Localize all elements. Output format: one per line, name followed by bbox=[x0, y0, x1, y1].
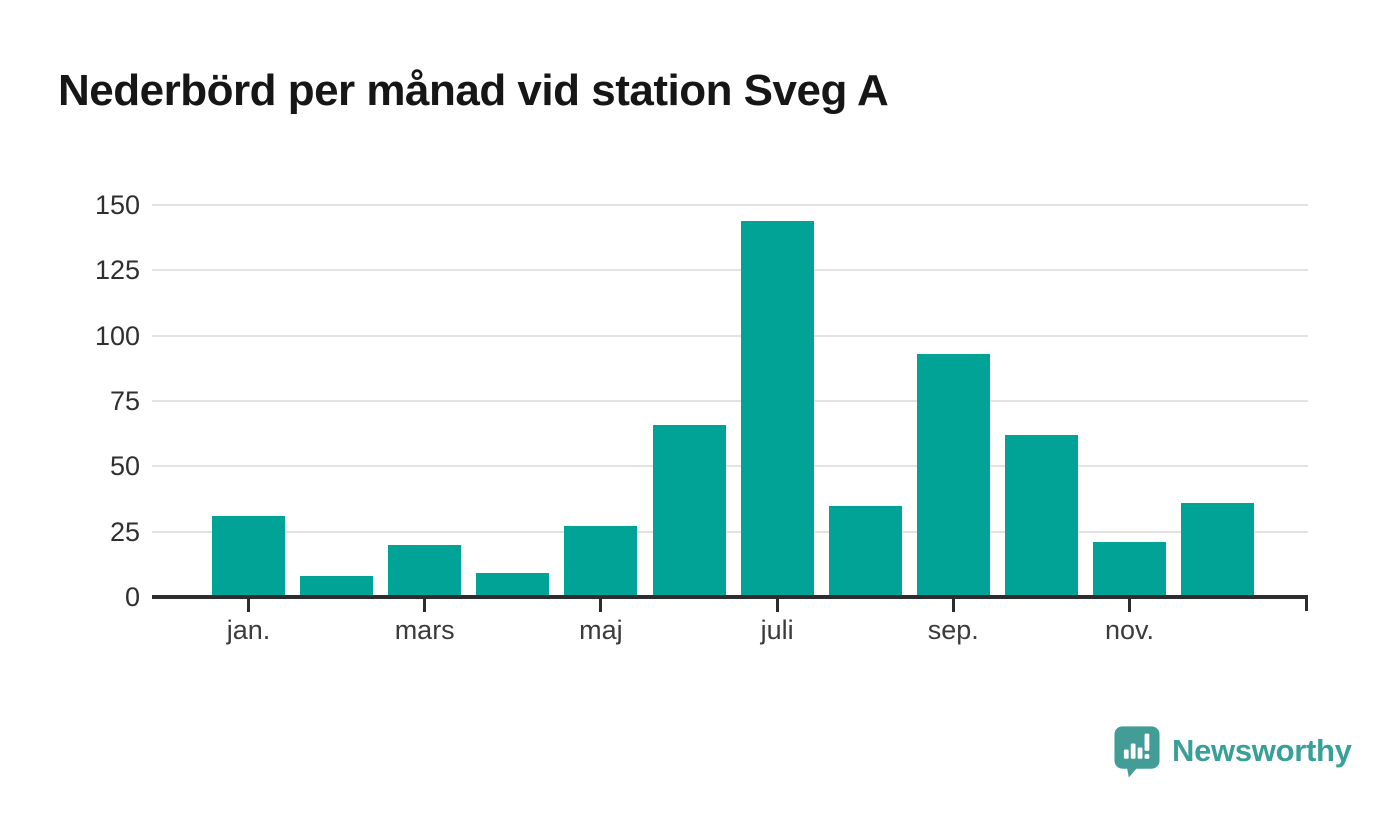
bar-mars bbox=[388, 544, 462, 597]
x-axis-tick-label: mars bbox=[394, 615, 455, 645]
bar-juli bbox=[740, 220, 814, 597]
gridline-125 bbox=[152, 269, 1308, 272]
gridline-150 bbox=[152, 204, 1308, 206]
y-axis-tick-label: 25 bbox=[109, 516, 140, 547]
bar-apr bbox=[476, 573, 550, 597]
bar-feb bbox=[300, 576, 374, 597]
x-axis-tick bbox=[951, 599, 955, 612]
y-axis-tick-label: 150 bbox=[94, 190, 140, 220]
bar-okt bbox=[1004, 434, 1078, 597]
newsworthy-logo-icon bbox=[1114, 725, 1160, 777]
gridline-50 bbox=[152, 465, 1308, 468]
gridline-25 bbox=[152, 530, 1308, 533]
bar-sep bbox=[916, 353, 990, 597]
newsworthy-logo-text: Newsworthy bbox=[1172, 733, 1352, 768]
bar-maj bbox=[564, 526, 638, 597]
x-axis-end-tick bbox=[1305, 595, 1308, 611]
x-axis-tick-label: juli bbox=[760, 615, 794, 645]
y-axis-tick-label: 125 bbox=[94, 255, 140, 286]
y-axis-tick-label: 100 bbox=[94, 320, 140, 351]
gridline-100 bbox=[152, 334, 1308, 337]
y-axis-tick-label: 0 bbox=[124, 582, 140, 612]
y-axis-tick-label: 50 bbox=[109, 451, 140, 482]
bar-dec bbox=[1181, 502, 1255, 597]
gridline-75 bbox=[152, 400, 1308, 402]
x-axis-tick-label: nov. bbox=[1104, 615, 1155, 645]
x-axis-tick-label: maj bbox=[579, 615, 623, 645]
bar-jan bbox=[212, 515, 285, 597]
x-axis-line bbox=[152, 595, 1308, 599]
chart-title: Nederbörd per månad vid station Sveg A bbox=[58, 66, 889, 115]
y-axis-tick-label: 75 bbox=[109, 386, 140, 416]
x-axis-tick bbox=[1128, 599, 1131, 612]
x-axis-tick bbox=[775, 599, 779, 612]
x-axis-tick-label: sep. bbox=[927, 615, 979, 645]
x-axis-tick bbox=[247, 599, 250, 612]
bar-nov bbox=[1093, 542, 1166, 597]
x-axis-tick-label: jan. bbox=[226, 615, 271, 645]
bar-juni bbox=[652, 424, 726, 597]
newsworthy-brand: Newsworthy bbox=[1113, 724, 1352, 778]
x-axis-tick bbox=[599, 599, 603, 612]
x-axis-tick bbox=[423, 599, 427, 612]
bar-aug bbox=[828, 505, 902, 597]
